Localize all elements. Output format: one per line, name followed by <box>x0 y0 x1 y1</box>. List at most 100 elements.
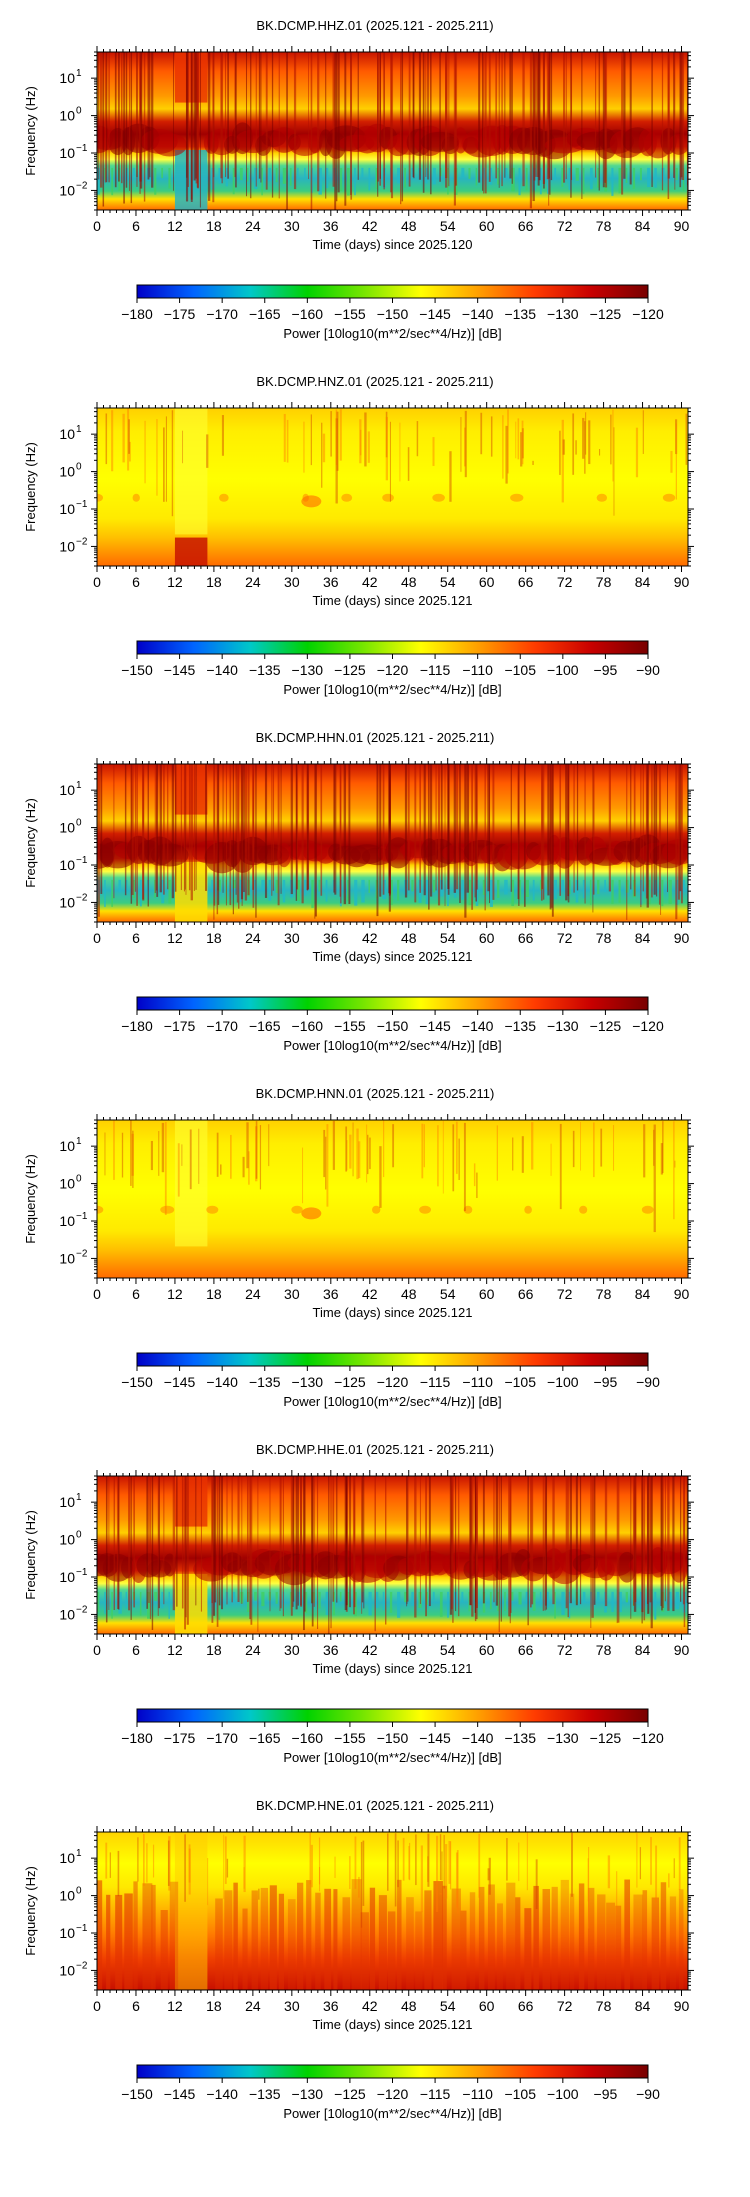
x-tick-label: 48 <box>401 1998 417 2014</box>
colorbar-tick-label: −170 <box>206 1018 238 1034</box>
colorbar-axis: −180 −175 −170 −165 −160 −155 −150 −145 −140 −135… <box>121 1010 664 1034</box>
colorbar-tick-label: −145 <box>419 1730 451 1746</box>
colorbar-tick-label: −180 <box>121 306 153 322</box>
x-tick-label: 90 <box>674 1286 690 1302</box>
colorbar-tick-label: −135 <box>249 2086 281 2102</box>
spectrogram-panel: BK.DCMP.HHE.01 (2025.121 - 2025.211) 0 6 12… <box>0 1424 750 1780</box>
y-tick-label: 10 <box>59 1850 75 1866</box>
x-tick-label: 12 <box>167 1998 183 2014</box>
spectrogram-chart: BK.DCMP.HHE.01 (2025.121 - 2025.211)0 6 12… <box>23 1442 694 1765</box>
colorbar-tick-label: −100 <box>547 2086 579 2102</box>
x-axis-label: Time (days) since 2025.121 <box>313 2017 473 2032</box>
x-tick-label: 36 <box>323 218 339 234</box>
colorbar-tick-label: −105 <box>504 662 536 678</box>
x-tick-label: 30 <box>284 218 300 234</box>
x-tick-label: 42 <box>362 1642 378 1658</box>
colorbar-label: Power [10log10(m**2/sec**4/Hz)] [dB] <box>283 1394 501 1409</box>
y-tick-label: 10 <box>59 820 75 836</box>
y-tick-label: 10 <box>59 1138 75 1154</box>
y-tick-exponent: −1 <box>76 1211 88 1222</box>
x-tick-label: 60 <box>479 930 495 946</box>
plot-frame <box>96 51 689 211</box>
colorbar-tick-label: −130 <box>292 1374 324 1390</box>
y-tick-exponent: −1 <box>76 1923 88 1934</box>
x-tick-label: 54 <box>440 574 456 590</box>
x-tick-label: 60 <box>479 1286 495 1302</box>
x-tick-label: 42 <box>362 218 378 234</box>
y-axis-label: Frequency (Hz) <box>23 442 38 532</box>
x-tick-label: 60 <box>479 1642 495 1658</box>
x-tick-label: 78 <box>596 1998 612 2014</box>
colorbar-tick-label: −140 <box>206 662 238 678</box>
colorbar-tick-label: −115 <box>420 1374 451 1390</box>
chart-title: BK.DCMP.HNZ.01 (2025.121 - 2025.211) <box>256 374 493 389</box>
plot-frame <box>96 1475 689 1635</box>
colorbar-tick-label: −105 <box>504 2086 536 2102</box>
colorbar-tick-label: −155 <box>334 306 366 322</box>
x-tick-label: 48 <box>401 930 417 946</box>
colorbar-tick-label: −150 <box>121 662 153 678</box>
colorbar-axis: −180 −175 −170 −165 −160 −155 −150 −145 −140 −135… <box>121 298 664 322</box>
x-tick-label: 66 <box>518 1286 534 1302</box>
colorbar-tick-label: −180 <box>121 1730 153 1746</box>
x-tick-label: 66 <box>518 574 534 590</box>
y-tick-label: 10 <box>59 426 75 442</box>
x-axis: 0 6 12 18 24 30 36 42 48 54 60 66 72 78 84 90 <box>93 758 690 946</box>
y-tick-label: 10 <box>59 1569 75 1585</box>
colorbar-tick-label: −95 <box>594 1374 618 1390</box>
spectrogram-chart: BK.DCMP.HNN.01 (2025.121 - 2025.211)0 6 12… <box>23 1086 694 1409</box>
x-tick-label: 6 <box>132 1642 140 1658</box>
colorbar-tick-label: −95 <box>594 662 618 678</box>
spectrogram-image <box>97 1120 688 1278</box>
x-tick-label: 54 <box>440 1998 456 2014</box>
colorbar-axis: −150 −145 −140 −135 −130 −125 −120 −115 −110 −105… <box>121 2078 660 2102</box>
x-tick-label: 90 <box>674 930 690 946</box>
spectrogram-image <box>97 764 688 922</box>
x-tick-label: 90 <box>674 574 690 590</box>
colorbar-tick-label: −125 <box>334 2086 366 2102</box>
x-axis-label: Time (days) since 2025.120 <box>313 237 473 252</box>
x-tick-label: 66 <box>518 1642 534 1658</box>
colorbar-tick-label: −130 <box>292 662 324 678</box>
x-tick-label: 54 <box>440 1642 456 1658</box>
x-tick-label: 6 <box>132 1998 140 2014</box>
y-axis-label: Frequency (Hz) <box>23 1510 38 1600</box>
x-tick-label: 24 <box>245 218 261 234</box>
colorbar-tick-label: −150 <box>121 1374 153 1390</box>
x-tick-label: 66 <box>518 930 534 946</box>
x-tick-label: 0 <box>93 1286 101 1302</box>
colorbar-tick-label: −165 <box>249 1018 281 1034</box>
spectrogram-panel: BK.DCMP.HNZ.01 (2025.121 - 2025.211) 0 6 12… <box>0 356 750 712</box>
y-tick-exponent: −1 <box>76 499 88 510</box>
colorbar-tick-label: −155 <box>334 1730 366 1746</box>
x-tick-label: 24 <box>245 930 261 946</box>
x-axis-label: Time (days) since 2025.121 <box>313 1305 473 1320</box>
colorbar-tick-label: −135 <box>504 1730 536 1746</box>
colorbar-tick-label: −110 <box>462 662 493 678</box>
x-tick-label: 42 <box>362 574 378 590</box>
colorbar <box>136 996 649 1011</box>
colorbar-tick-label: −120 <box>632 306 664 322</box>
y-tick-label: 10 <box>59 501 75 517</box>
y-tick-exponent: −2 <box>76 180 88 191</box>
y-tick-exponent: 0 <box>76 1530 82 1541</box>
x-tick-label: 66 <box>518 1998 534 2014</box>
colorbar-tick-label: −140 <box>206 2086 238 2102</box>
x-tick-label: 84 <box>635 218 651 234</box>
y-tick-exponent: 0 <box>76 106 82 117</box>
colorbar-tick-label: −155 <box>334 1018 366 1034</box>
colorbar-tick-label: −175 <box>164 1730 196 1746</box>
colorbar-tick-label: −130 <box>547 1730 579 1746</box>
x-tick-label: 0 <box>93 218 101 234</box>
colorbar-tick-label: −150 <box>121 2086 153 2102</box>
colorbar-tick-label: −125 <box>590 1730 622 1746</box>
y-tick-exponent: 0 <box>76 462 82 473</box>
x-tick-label: 12 <box>167 1642 183 1658</box>
colorbar-tick-label: −165 <box>249 306 281 322</box>
spectrogram-panel: BK.DCMP.HNE.01 (2025.121 - 2025.211) 0 6 12… <box>0 1780 750 2136</box>
colorbar <box>136 284 649 299</box>
colorbar-tick-label: −100 <box>547 662 579 678</box>
y-tick-label: 10 <box>59 1606 75 1622</box>
spectrogram-panel: BK.DCMP.HHN.01 (2025.121 - 2025.211) 0 6 12… <box>0 712 750 1068</box>
